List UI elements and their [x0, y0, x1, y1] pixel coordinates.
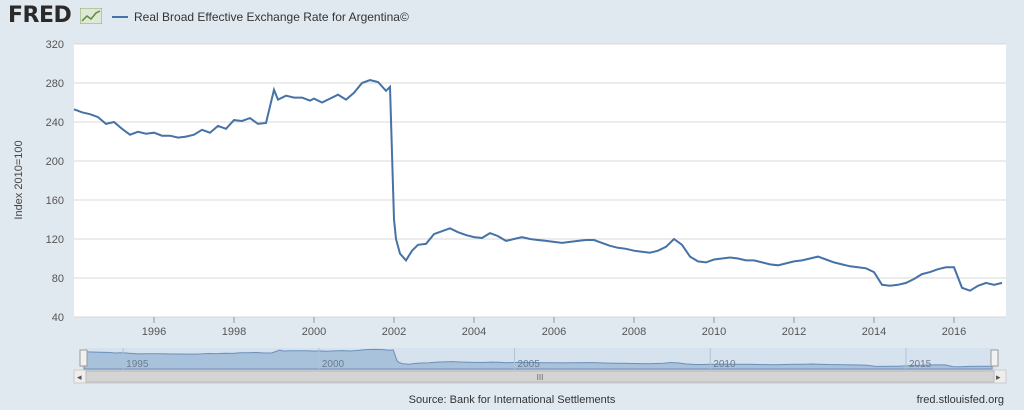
x-tick-label: 2016 — [942, 326, 966, 338]
y-axis-label: Index 2010=100 — [13, 140, 25, 219]
y-tick-label: 320 — [46, 39, 64, 51]
y-tick-label: 160 — [46, 195, 64, 207]
legend-label: Real Broad Effective Exchange Rate for A… — [134, 10, 409, 24]
y-tick-label: 80 — [52, 273, 64, 285]
scrollbar-grip-icon: III — [537, 373, 544, 382]
chart-header: FRED Real Broad Effective Exchange Rate … — [0, 0, 1024, 34]
x-tick-label: 1998 — [222, 326, 246, 338]
y-axis-ticks: 40 80 120 160 200 240 280 320 — [46, 39, 64, 324]
legend[interactable]: Real Broad Effective Exchange Rate for A… — [112, 10, 409, 24]
navigator-tick-label: 1995 — [126, 359, 149, 370]
scrollbar[interactable]: III ◂ ▸ — [73, 369, 1007, 384]
navigator-ticks: 1995 2000 2005 2010 2015 — [122, 348, 932, 370]
x-tick-label: 2006 — [542, 326, 566, 338]
fred-logo[interactable]: FRED — [8, 3, 72, 28]
legend-swatch — [112, 16, 128, 18]
series-line[interactable] — [73, 79, 1003, 292]
navigator-tick-label: 2005 — [518, 359, 541, 370]
x-tick-label: 2012 — [782, 326, 806, 338]
source-note: Source: Bank for International Settlemen… — [408, 394, 616, 406]
x-axis-ticks: 1996 1998 2000 2002 2004 2006 2008 2010 2012 2014… — [142, 317, 966, 338]
grid-lines — [74, 43, 1006, 318]
y-tick-label: 240 — [46, 117, 64, 129]
scroll-right-arrow-icon[interactable]: ▸ — [996, 372, 1001, 382]
navigator-area — [83, 348, 993, 370]
x-tick-label: 2000 — [302, 326, 326, 338]
navigator[interactable]: 1995 2000 2005 2010 2015 — [79, 348, 999, 370]
scrollbar-thumb[interactable] — [85, 370, 995, 383]
y-tick-label: 120 — [46, 234, 64, 246]
y-tick-label: 40 — [52, 312, 64, 324]
plot-background — [74, 44, 1006, 317]
navigator-right-handle[interactable] — [990, 349, 999, 367]
x-tick-label: 2004 — [462, 326, 486, 338]
x-tick-label: 2002 — [382, 326, 406, 338]
scroll-left-arrow-icon[interactable]: ◂ — [77, 372, 82, 382]
y-tick-label: 280 — [46, 78, 64, 90]
x-tick-label: 1996 — [142, 326, 166, 338]
x-tick-label: 2008 — [622, 326, 646, 338]
fred-credit-link[interactable]: fred.stlouisfed.org — [916, 394, 1004, 406]
navigator-tick-label: 2015 — [909, 359, 932, 370]
fred-logo-graph-icon — [80, 8, 102, 24]
x-tick-label: 2010 — [702, 326, 726, 338]
y-tick-label: 200 — [46, 156, 64, 168]
navigator-tick-label: 2010 — [713, 359, 736, 370]
navigator-tick-label: 2000 — [322, 359, 345, 370]
line-chart: 40 80 120 160 200 240 280 320 1996 1998 2000 2002 2… — [13, 39, 1007, 384]
x-tick-label: 2014 — [862, 326, 886, 338]
navigator-left-handle[interactable] — [79, 349, 88, 367]
